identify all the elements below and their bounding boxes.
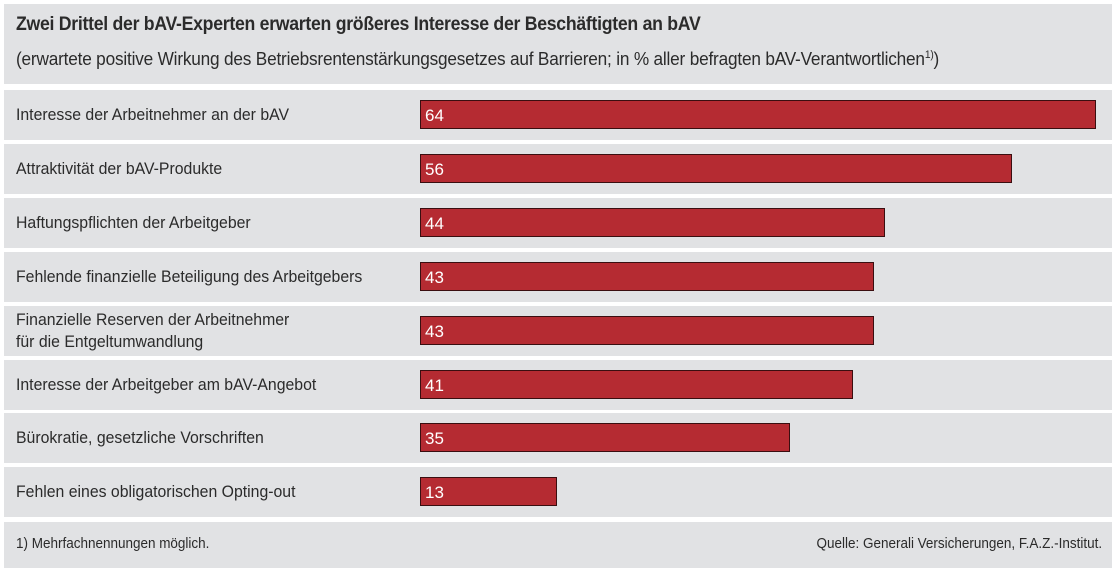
- source-note: Quelle: Generali Versicherungen, F.A.Z.-…: [816, 536, 1102, 552]
- bar-value-label: 41: [425, 376, 444, 395]
- subtitle-footnote-marker: 1): [924, 48, 934, 61]
- bar-row: Fehlende finanzielle Beteiligung des Arb…: [4, 252, 1112, 302]
- category-label: Attraktivität der bAV-Produkte: [16, 159, 223, 178]
- bar-value-label: 35: [425, 429, 444, 448]
- bar-row: Interesse der Arbeitnehmer an der bAV 64: [4, 90, 1112, 140]
- bar: 43: [420, 316, 874, 345]
- bar-value-label: 64: [425, 106, 444, 125]
- category-label: Finanzielle Reserven der Arbeitnehmer fü…: [16, 310, 290, 351]
- category-label: Interesse der Arbeitnehmer an der bAV: [16, 105, 290, 124]
- bar: 64: [420, 100, 1096, 129]
- chart-header: Zwei Drittel der bAV-Experten erwarten g…: [4, 4, 1112, 84]
- bar-row: Attraktivität der bAV-Produkte 56: [4, 144, 1112, 194]
- bar-value-label: 56: [425, 160, 444, 179]
- bar-row: Finanzielle Reserven der Arbeitnehmer fü…: [4, 306, 1112, 356]
- bar-row: Haftungspflichten der Arbeitgeber 44: [4, 198, 1112, 248]
- bar-value-label: 13: [425, 483, 444, 502]
- bar-row: Bürokratie, gesetzliche Vorschriften 35: [4, 413, 1112, 463]
- bar-row: Interesse der Arbeitgeber am bAV-Angebot…: [4, 360, 1112, 410]
- category-label: Fehlen eines obligatorischen Opting-out: [16, 482, 296, 501]
- chart-footer: 1) Mehrfachnennungen möglich. Quelle: Ge…: [4, 522, 1112, 568]
- bar-row: Fehlen eines obligatorischen Opting-out 1…: [4, 467, 1112, 517]
- bar-value-label: 43: [425, 268, 444, 287]
- footnote: 1) Mehrfachnennungen möglich.: [16, 536, 210, 552]
- subtitle-end: ): [933, 48, 940, 69]
- chart-title: Zwei Drittel der bAV-Experten erwarten g…: [16, 14, 701, 35]
- category-label: Haftungspflichten der Arbeitgeber: [16, 213, 251, 232]
- chart-subtitle: (erwartete positive Wirkung des Betriebs…: [16, 48, 939, 70]
- category-label: Interesse der Arbeitgeber am bAV-Angebot: [16, 375, 317, 394]
- bar: 41: [420, 370, 853, 399]
- subtitle-text: (erwartete positive Wirkung des Betriebs…: [16, 48, 925, 69]
- bar: 13: [420, 477, 557, 506]
- category-label: Bürokratie, gesetzliche Vorschriften: [16, 428, 264, 447]
- bar: 56: [420, 154, 1012, 183]
- bar: 44: [420, 208, 885, 237]
- bar: 35: [420, 423, 790, 452]
- bar: 43: [420, 262, 874, 291]
- bar-value-label: 43: [425, 322, 444, 341]
- category-label: Fehlende finanzielle Beteiligung des Arb…: [16, 267, 363, 286]
- bar-value-label: 44: [425, 214, 444, 233]
